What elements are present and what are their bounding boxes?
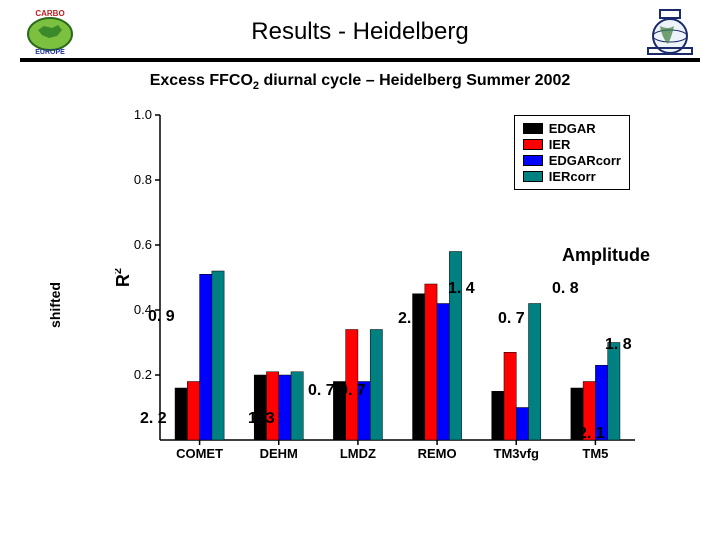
chart-area: shifted Amplitude EDGARIEREDGARcorrIERco…	[40, 100, 680, 510]
svg-text:COMET: COMET	[176, 446, 223, 461]
page-title: Results - Heidelberg	[80, 18, 640, 46]
annotation: 0. 8	[552, 280, 579, 298]
svg-text:0.2: 0.2	[134, 367, 152, 382]
svg-text:REMO: REMO	[418, 446, 457, 461]
annotation: 2. 1	[578, 425, 605, 443]
svg-text:1.0: 1.0	[134, 110, 152, 122]
svg-text:TM5: TM5	[582, 446, 608, 461]
logo-globe	[640, 8, 700, 56]
annotation: 2. 3	[398, 310, 425, 328]
svg-text:0.6: 0.6	[134, 237, 152, 252]
annotation: 0. 9	[148, 308, 175, 326]
annotation: 2. 2	[140, 410, 167, 428]
logo-carbo-europe: CARBO EUROPE	[20, 8, 80, 56]
subtitle: Excess FFCO2 diurnal cycle – Heidelberg …	[0, 72, 720, 92]
svg-text:CARBO: CARBO	[35, 9, 64, 18]
svg-text:0.8: 0.8	[134, 172, 152, 187]
annotation: 0. 7	[498, 310, 525, 328]
subtitle-post: diurnal cycle – Heidelberg Summer 2002	[259, 72, 570, 89]
svg-text:DEHM: DEHM	[260, 446, 298, 461]
svg-text:LMDZ: LMDZ	[340, 446, 376, 461]
y-rotation-label: shifted	[47, 282, 63, 328]
svg-text:R2: R2	[115, 268, 133, 287]
header: CARBO EUROPE Results - Heidelberg	[0, 0, 720, 58]
annotation: 0. 7 0. 7	[308, 382, 366, 400]
svg-text:EUROPE: EUROPE	[35, 49, 65, 56]
annotation: 1. 3	[248, 410, 275, 428]
svg-text:TM3vfg: TM3vfg	[494, 446, 540, 461]
annotation: 1. 4	[448, 280, 475, 298]
title-underline	[20, 58, 700, 62]
annotation: 1. 8	[605, 336, 632, 354]
slide: CARBO EUROPE Results - Heidelberg Excess…	[0, 0, 720, 540]
subtitle-pre: Excess FFCO	[150, 72, 253, 89]
